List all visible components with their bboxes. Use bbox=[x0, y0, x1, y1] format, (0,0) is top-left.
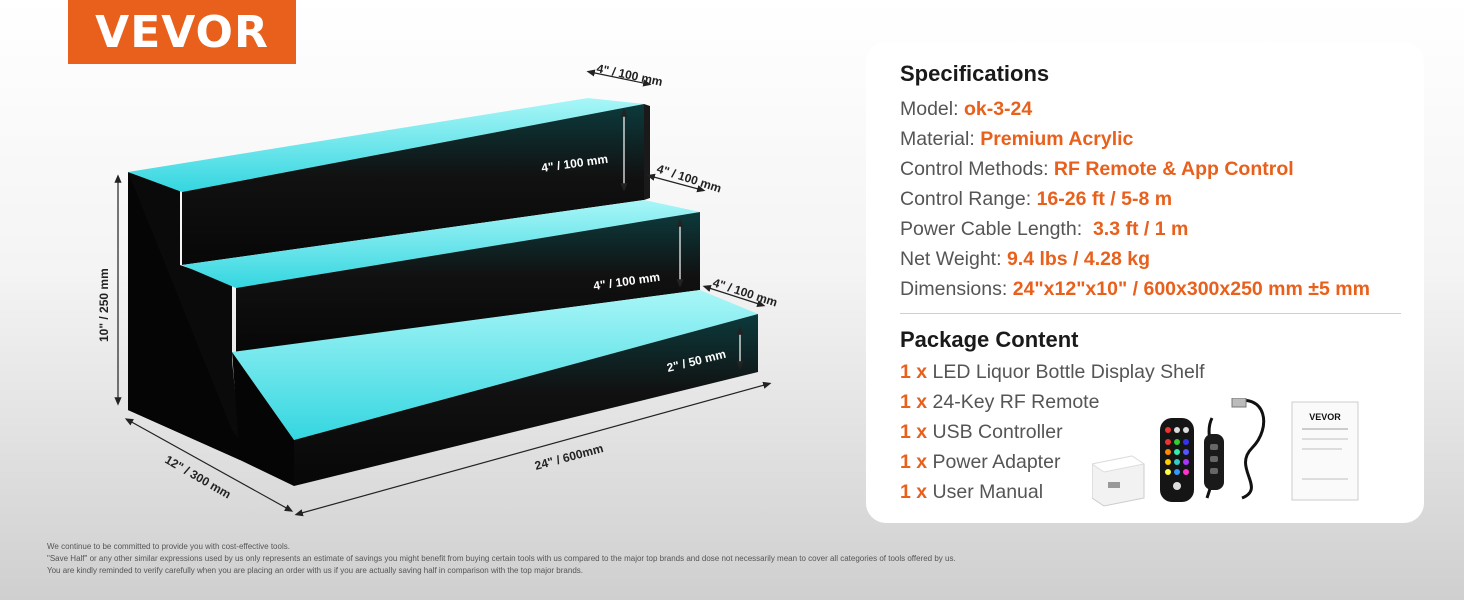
package-item: 1 x User Manual bbox=[900, 481, 1044, 503]
spec-row-power-cable: Power Cable Length: 3.3 ft / 1 m bbox=[900, 218, 1189, 240]
divider bbox=[900, 313, 1401, 314]
shelf-tier-mid bbox=[182, 200, 700, 288]
package-item: 1 x LED Liquor Bottle Display Shelf bbox=[900, 361, 1205, 383]
shelf-riser-top bbox=[182, 104, 644, 265]
spec-row-control-range: Control Range: 16-26 ft / 5-8 m bbox=[900, 188, 1173, 210]
spec-row-net-weight: Net Weight: 9.4 lbs / 4.28 kg bbox=[900, 248, 1151, 270]
usb-controller-icon bbox=[1204, 398, 1266, 500]
disclaimer-line: "Save Half" or any other similar express… bbox=[47, 554, 956, 563]
package-content-title: Package Content bbox=[900, 327, 1079, 352]
spec-row-model: Model: ok-3-24 bbox=[900, 98, 1033, 120]
specifications-title: Specifications bbox=[900, 61, 1050, 86]
package-item: 1 x 24-Key RF Remote bbox=[900, 391, 1100, 413]
disclaimer-line: You are kindly reminded to verify carefu… bbox=[47, 566, 583, 575]
shelf-riser-mid bbox=[236, 212, 700, 352]
package-item: 1 x USB Controller bbox=[900, 421, 1063, 443]
package-item: 1 x Power Adapter bbox=[900, 451, 1061, 473]
spec-card: Specifications Model: ok-3-24 Material: … bbox=[866, 42, 1424, 523]
disclaimer: We continue to be committed to provide y… bbox=[47, 541, 956, 577]
dim-step-depth-mid: 4" / 100 mm bbox=[655, 162, 723, 196]
remote-icon bbox=[1160, 418, 1194, 502]
accessories-image: VEVOR bbox=[1092, 398, 1359, 507]
brand-logo: VEVOR bbox=[68, 0, 296, 64]
disclaimer-line: We continue to be committed to provide y… bbox=[47, 542, 290, 551]
dim-step-depth-top: 4" / 100 mm bbox=[595, 61, 664, 89]
shelf-illustration: 4" / 100 mm 4" / 100 mm 4" / 100 mm 4" /… bbox=[97, 61, 779, 517]
user-manual-icon: VEVOR bbox=[1291, 401, 1359, 501]
dim-depth: 12" / 300 mm bbox=[163, 452, 234, 501]
spec-row-dimensions: Dimensions: 24"x12"x10" / 600x300x250 mm… bbox=[900, 278, 1370, 300]
svg-text:VEVOR: VEVOR bbox=[1309, 412, 1341, 422]
spec-row-control-methods: Control Methods: RF Remote & App Control bbox=[900, 158, 1294, 180]
power-adapter-icon bbox=[1092, 455, 1146, 507]
shelf-tier-top bbox=[128, 98, 644, 192]
spec-row-material: Material: Premium Acrylic bbox=[900, 128, 1134, 150]
dim-height: 10" / 250 mm bbox=[97, 268, 111, 342]
